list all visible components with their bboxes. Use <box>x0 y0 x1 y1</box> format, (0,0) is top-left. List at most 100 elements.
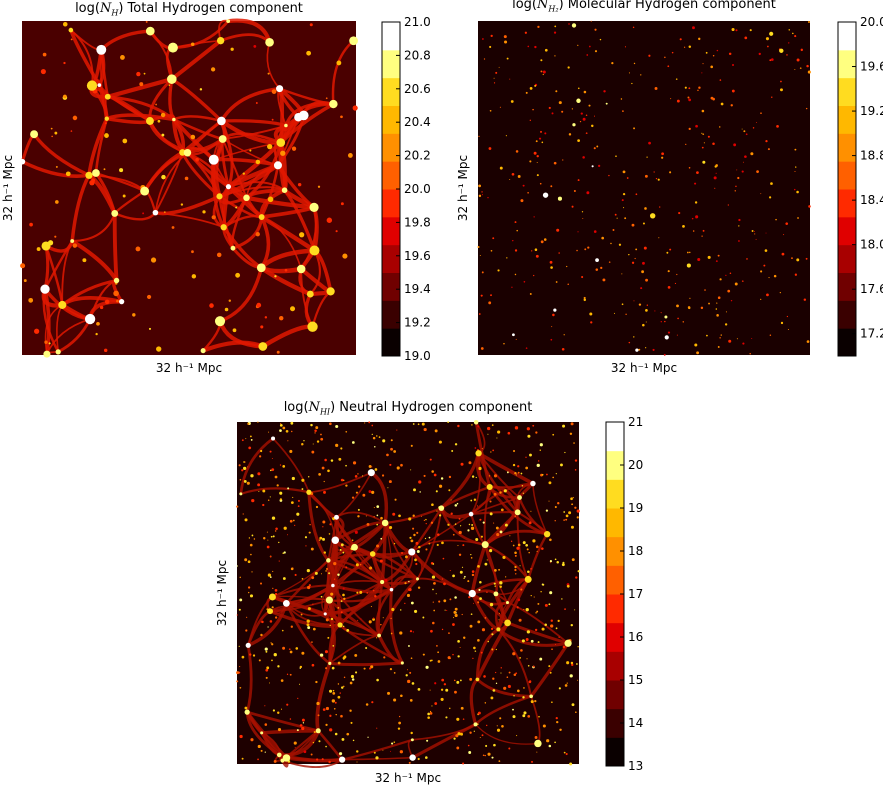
clump <box>260 449 263 453</box>
clump <box>431 575 436 579</box>
clump <box>633 127 636 130</box>
colorbar-band <box>606 708 624 738</box>
clump <box>456 502 459 505</box>
clump <box>563 334 565 336</box>
clump <box>743 130 746 133</box>
clump <box>271 118 274 121</box>
clump <box>329 624 331 627</box>
clump <box>521 639 525 643</box>
clump <box>323 551 327 554</box>
clump <box>289 673 292 676</box>
clump <box>545 509 549 512</box>
clump <box>146 294 152 300</box>
halo <box>475 450 482 457</box>
clump <box>735 185 737 188</box>
clump <box>659 206 661 208</box>
clump <box>250 439 253 441</box>
clump <box>398 721 402 725</box>
clump <box>770 58 774 61</box>
clump <box>491 633 494 636</box>
clump <box>392 512 396 516</box>
clump <box>255 159 261 165</box>
clump <box>436 644 438 647</box>
halo <box>281 187 288 193</box>
clump <box>294 573 297 577</box>
clump <box>354 530 358 534</box>
clump <box>269 450 272 453</box>
clump <box>483 58 486 60</box>
clump <box>564 608 566 610</box>
halo <box>282 754 291 762</box>
clump <box>618 243 622 246</box>
colorbar-tick-label: 18 <box>628 544 643 558</box>
clump <box>376 727 378 729</box>
clump <box>586 191 590 195</box>
clump <box>677 317 679 320</box>
halo <box>104 93 111 100</box>
clump <box>321 466 325 470</box>
clump <box>318 740 321 743</box>
clump <box>554 55 556 57</box>
clump <box>506 676 509 679</box>
colorbar-tick-label: 19.6 <box>860 60 883 74</box>
clump <box>517 175 521 178</box>
clump <box>293 741 297 745</box>
clump <box>676 273 678 276</box>
colorbar-band <box>382 49 400 79</box>
clump <box>494 569 497 572</box>
clump <box>326 217 333 223</box>
clump <box>460 706 464 710</box>
clump <box>534 628 538 632</box>
clump <box>445 716 448 719</box>
clump <box>520 588 523 591</box>
clump <box>346 628 350 632</box>
clump <box>104 299 110 305</box>
clump <box>325 745 327 748</box>
clump <box>327 636 330 639</box>
clump <box>349 709 352 712</box>
clump <box>191 250 194 254</box>
clump <box>367 736 369 738</box>
clump <box>564 451 566 454</box>
clump <box>346 732 350 736</box>
clump <box>265 650 268 653</box>
clump <box>351 496 355 499</box>
clump <box>470 526 475 531</box>
halo <box>571 23 577 28</box>
clump <box>236 565 238 567</box>
clump <box>738 225 740 227</box>
clump <box>44 340 48 344</box>
clump <box>296 512 300 516</box>
clump <box>469 677 473 681</box>
clump <box>399 631 403 635</box>
clump <box>279 464 282 466</box>
clump <box>533 216 535 218</box>
halo <box>183 148 192 157</box>
clump <box>251 571 253 573</box>
clump <box>745 133 748 136</box>
clump <box>486 559 488 561</box>
clump <box>342 253 348 259</box>
clump <box>537 25 540 29</box>
clump <box>498 66 500 68</box>
clump <box>765 139 768 143</box>
halo <box>557 196 563 201</box>
clump <box>323 480 325 483</box>
clump <box>522 184 525 187</box>
clump <box>462 762 465 765</box>
clump <box>448 489 451 492</box>
clump <box>243 461 246 463</box>
clump <box>216 252 222 258</box>
clump <box>526 630 530 634</box>
clump <box>492 677 495 680</box>
clump <box>725 311 727 313</box>
clump <box>63 61 66 65</box>
clump <box>368 490 372 493</box>
clump <box>608 261 611 263</box>
clump <box>737 176 740 180</box>
clump <box>384 578 388 582</box>
clump <box>258 659 261 662</box>
clump <box>82 258 87 263</box>
halo <box>377 633 381 638</box>
filament <box>21 160 90 178</box>
